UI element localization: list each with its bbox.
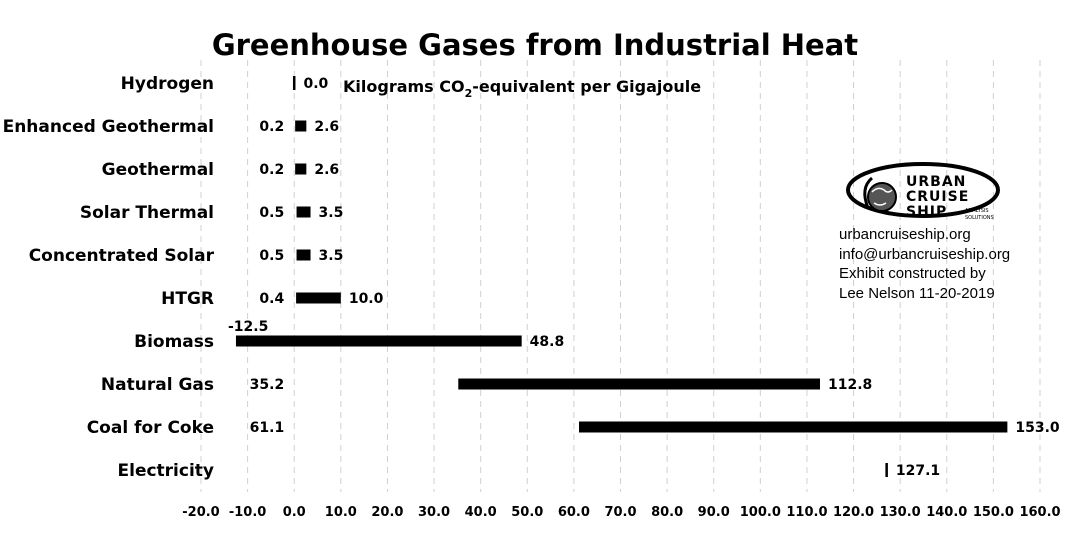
data-label-high: 3.5 <box>319 205 344 221</box>
globe-continents-icon <box>871 187 893 206</box>
chart-title: Greenhouse Gases from Industrial Heat <box>212 28 858 62</box>
data-label-low: 0.4 <box>259 291 284 307</box>
category-label: Hydrogen <box>121 74 214 94</box>
category-label: HTGR <box>161 289 214 309</box>
category-label: Geothermal <box>102 160 214 180</box>
x-tick-label: 70.0 <box>604 505 636 520</box>
x-tick-label: 40.0 <box>465 505 497 520</box>
x-tick-label: -10.0 <box>229 505 266 520</box>
x-tick-label: 80.0 <box>651 505 683 520</box>
x-axis-ticks: -20.0 -10.0 0.0 10.0 20.0 30.0 40.0 50.0 60.0 70.… <box>182 505 1060 520</box>
data-label-high: 10.0 <box>349 291 384 307</box>
credit-author-date: Lee Nelson 11-20-2019 <box>839 285 995 302</box>
data-label-low: 0.5 <box>259 205 284 221</box>
unit-label-part-2: -equivalent per Gigajoule <box>472 77 701 96</box>
x-tick-label: 120.0 <box>833 505 874 520</box>
logo-word-ship: SHIP <box>906 204 947 220</box>
data-label-low: 61.1 <box>250 420 285 436</box>
category-label: Enhanced Geothermal <box>3 117 214 137</box>
unit-label: Kilograms CO2-equivalent per Gigajoule <box>343 77 701 100</box>
x-tick-label: 60.0 <box>558 505 590 520</box>
x-tick-label: 110.0 <box>786 505 827 520</box>
bar <box>458 378 820 390</box>
data-label-high: 0.0 <box>303 76 328 92</box>
logo-ellipse <box>846 162 1000 218</box>
logo-word-urban: URBAN <box>906 174 966 190</box>
bar <box>579 421 1008 433</box>
bar <box>292 76 296 90</box>
x-tick-label: 130.0 <box>880 505 921 520</box>
category-labels: Hydrogen Enhanced Geothermal Geothermal Sol… <box>3 74 215 481</box>
bar <box>885 463 888 477</box>
category-label: Biomass <box>134 332 214 352</box>
data-label-high: 153.0 <box>1015 420 1060 436</box>
x-tick-label: 30.0 <box>418 505 450 520</box>
category-label: Natural Gas <box>101 375 214 395</box>
data-labels: 0.0 0.2 2.6 0.2 2.6 0.5 3.5 0.5 3.5 0.4 10.0 -12.5 4… <box>228 76 1060 479</box>
data-label-high: 112.8 <box>828 377 872 393</box>
x-tick-label: -20.0 <box>182 505 219 520</box>
credit-constructed-by: Exhibit constructed by <box>839 265 986 282</box>
data-label-high: 48.8 <box>530 334 565 350</box>
globe-icon <box>867 182 897 212</box>
logo-swoosh-icon <box>863 176 874 209</box>
logo-tagline-analysis: ANALYSIS <box>965 208 989 214</box>
gridlines <box>200 60 1041 492</box>
urban-cruise-ship-logo: URBAN CRUISE SHIP ANALYSIS SOLUTIONS <box>846 162 1000 221</box>
unit-label-part-1: Kilograms CO <box>343 77 465 96</box>
bar <box>296 249 311 261</box>
credits: urbancruiseship.org info@urbancruiseship… <box>839 226 1010 302</box>
data-label-low: 35.2 <box>250 377 285 393</box>
data-label-high: 2.6 <box>314 162 339 178</box>
credit-website: urbancruiseship.org <box>839 226 971 243</box>
data-label-low: 0.5 <box>259 248 284 264</box>
bar <box>235 335 522 347</box>
x-tick-label: 0.0 <box>283 505 306 520</box>
x-tick-label: 90.0 <box>698 505 730 520</box>
x-tick-label: 160.0 <box>1019 505 1060 520</box>
bar <box>295 120 307 132</box>
x-tick-label: 100.0 <box>740 505 781 520</box>
bars <box>235 76 1008 477</box>
logo-word-cruise: CRUISE <box>906 189 969 205</box>
category-label: Solar Thermal <box>80 203 214 223</box>
x-tick-label: 10.0 <box>325 505 357 520</box>
data-label-low: 0.2 <box>259 162 284 178</box>
unit-label-subscript: 2 <box>465 87 473 100</box>
data-label-high: 3.5 <box>319 248 344 264</box>
data-label-low: -12.5 <box>228 319 268 335</box>
bar <box>296 292 341 304</box>
bar <box>296 206 311 218</box>
data-label-low: 0.2 <box>259 119 284 135</box>
x-tick-label: 50.0 <box>511 505 543 520</box>
credit-email: info@urbancruiseship.org <box>839 246 1010 263</box>
logo-tagline-solutions: SOLUTIONS <box>965 215 994 221</box>
x-tick-label: 140.0 <box>926 505 967 520</box>
category-label: Coal for Coke <box>87 418 214 438</box>
x-tick-label: 20.0 <box>371 505 403 520</box>
data-label-high: 127.1 <box>896 463 940 479</box>
x-tick-label: 150.0 <box>973 505 1014 520</box>
data-label-high: 2.6 <box>314 119 339 135</box>
bar <box>295 163 307 175</box>
category-label: Electricity <box>118 461 215 481</box>
category-label: Concentrated Solar <box>29 246 215 266</box>
